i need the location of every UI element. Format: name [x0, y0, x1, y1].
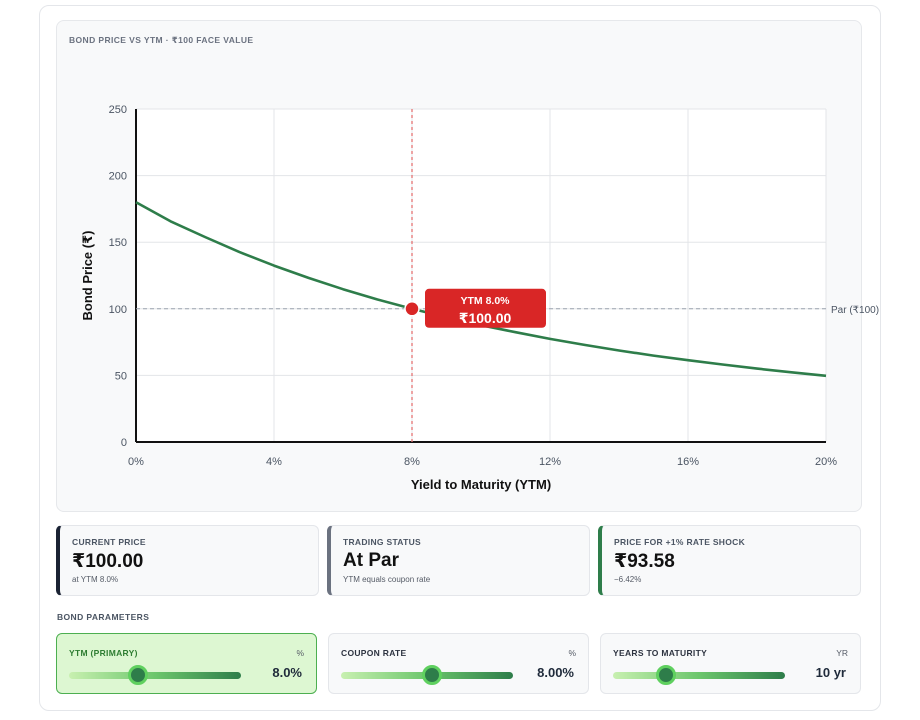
years-slider-handle[interactable]	[656, 665, 677, 685]
bond-parameters-heading: BOND PARAMETERS	[57, 612, 150, 622]
x-tick-label: 4%	[266, 456, 282, 468]
plot-area	[136, 109, 826, 442]
x-tick-label: 0%	[128, 456, 144, 468]
metric-subtext: YTM equals coupon rate	[343, 575, 431, 584]
x-tick-label: 12%	[539, 456, 561, 468]
ytm-tooltip-line2: ₹100.00	[459, 310, 512, 326]
metric-label: CURRENT PRICE	[72, 537, 146, 547]
current-ytm-point	[404, 301, 420, 317]
ytm-tooltip-line1: YTM 8.0%	[460, 295, 510, 307]
param-card-coupon-rate: COUPON RATE % 8.00%	[328, 633, 589, 694]
axes: 0 50 100 150 200 250 0% 4% 8% 12% 16% 20% Yield to M…	[80, 104, 837, 492]
param-card-ytm: YTM (PRIMARY) % 8.0%	[56, 633, 317, 694]
metric-card-current-price: CURRENT PRICE ₹100.00 at YTM 8.0%	[56, 525, 319, 596]
y-tick-label: 200	[109, 171, 127, 183]
param-label: YEARS TO MATURITY	[613, 648, 708, 658]
param-value: 10 yr	[815, 665, 846, 680]
metric-card-trading-status: TRADING STATUS At Par YTM equals coupon …	[327, 525, 590, 596]
param-unit: YR	[836, 648, 848, 658]
metric-value: ₹93.58	[614, 551, 675, 572]
ytm-slider-track[interactable]	[69, 672, 241, 679]
y-tick-label: 250	[109, 104, 127, 116]
y-tick-label: 150	[109, 237, 127, 249]
param-unit: %	[296, 648, 304, 658]
x-tick-label: 8%	[404, 456, 420, 468]
ytm-tooltip	[425, 288, 546, 328]
metric-value: At Par	[343, 550, 399, 571]
y-tick-label: 0	[121, 437, 127, 449]
param-card-years-to-maturity: YEARS TO MATURITY YR 10 yr	[600, 633, 861, 694]
x-tick-label: 16%	[677, 456, 699, 468]
param-value: 8.00%	[537, 665, 574, 680]
par-reference-label: Par (₹100)	[831, 305, 879, 316]
chart-title: BOND PRICE VS YTM · ₹100 FACE VALUE	[69, 35, 254, 45]
y-tick-label: 50	[115, 370, 127, 382]
param-value: 8.0%	[272, 665, 302, 680]
metric-label: TRADING STATUS	[343, 537, 422, 547]
metric-label: PRICE FOR +1% RATE SHOCK	[614, 537, 746, 547]
ytm-slider-handle[interactable]	[127, 665, 148, 685]
metric-card-rate-shock: PRICE FOR +1% RATE SHOCK ₹93.58 −6.42%	[598, 525, 861, 596]
param-label: YTM (PRIMARY)	[69, 648, 138, 658]
marker-layer: YTM 8.0% ₹100.00	[404, 288, 546, 328]
years-slider-track[interactable]	[613, 672, 785, 679]
coupon-rate-slider-handle[interactable]	[422, 665, 443, 685]
y-axis-title: Bond Price (₹)	[80, 231, 95, 321]
y-tick-label: 100	[109, 304, 127, 316]
param-label: COUPON RATE	[341, 648, 407, 658]
metric-subtext: −6.42%	[614, 575, 642, 584]
x-tick-label: 20%	[815, 456, 837, 468]
grid	[136, 108, 827, 442]
metric-subtext: at YTM 8.0%	[72, 575, 119, 584]
param-unit: %	[568, 648, 576, 658]
x-axis-title: Yield to Maturity (YTM)	[411, 477, 551, 492]
metric-value: ₹100.00	[72, 551, 144, 572]
